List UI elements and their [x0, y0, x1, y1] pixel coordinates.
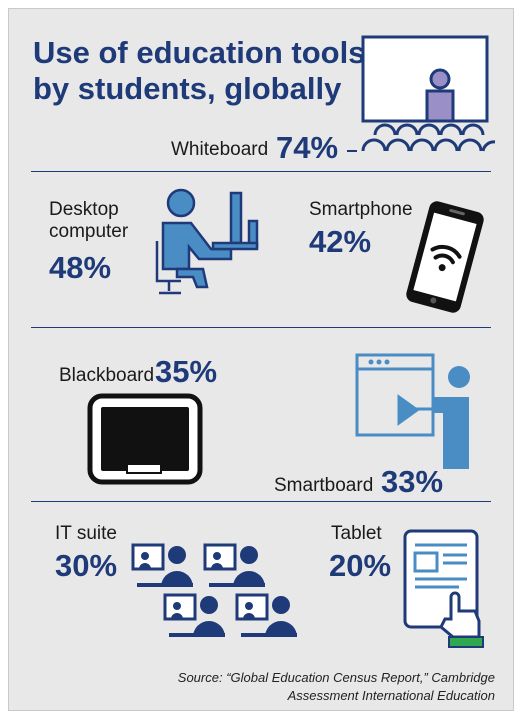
title-line-2: by students, globally	[33, 71, 342, 106]
smartboard-icon	[355, 353, 470, 469]
value-smartboard: 33%	[381, 464, 444, 499]
label-smartphone: Smartphone	[309, 199, 413, 220]
source-line-1: Source: “Global Education Census Report,…	[177, 670, 495, 685]
value-whiteboard: 74%	[276, 130, 339, 165]
whiteboard-connector-line	[347, 150, 357, 152]
value-smartphone: 42%	[309, 224, 372, 259]
value-desktop: 48%	[49, 250, 112, 285]
label-tablet: Tablet	[331, 523, 382, 544]
chart-title: Use of education tools by students, glob…	[33, 35, 365, 107]
smartphone-icon	[406, 201, 484, 313]
tablet-icon	[403, 529, 484, 648]
blackboard-icon	[87, 393, 203, 485]
label-desktop-line-1: Desktop	[49, 199, 119, 220]
it-suite-icon	[131, 543, 297, 639]
label-blackboard: Blackboard	[59, 365, 155, 386]
title-line-1: Use of education tools	[33, 35, 366, 70]
value-it-suite: 30%	[55, 548, 118, 583]
label-smartboard: Smartboard	[274, 475, 374, 496]
desktop-computer-icon	[155, 188, 259, 295]
whiteboard-icon	[361, 35, 496, 152]
label-desktop-line-2: computer	[49, 221, 129, 242]
value-blackboard: 35%	[155, 354, 218, 389]
value-tablet: 20%	[329, 548, 392, 583]
divider-2	[31, 327, 491, 328]
divider-1	[31, 171, 491, 172]
infographic-card: Use of education tools by students, glob…	[8, 8, 514, 711]
source-line-2: Assessment International Education	[287, 688, 495, 703]
label-it-suite: IT suite	[55, 523, 117, 544]
divider-3	[31, 501, 491, 502]
label-whiteboard: Whiteboard	[171, 139, 269, 160]
source-note: Source: “Global Education Census Report,…	[178, 669, 495, 705]
